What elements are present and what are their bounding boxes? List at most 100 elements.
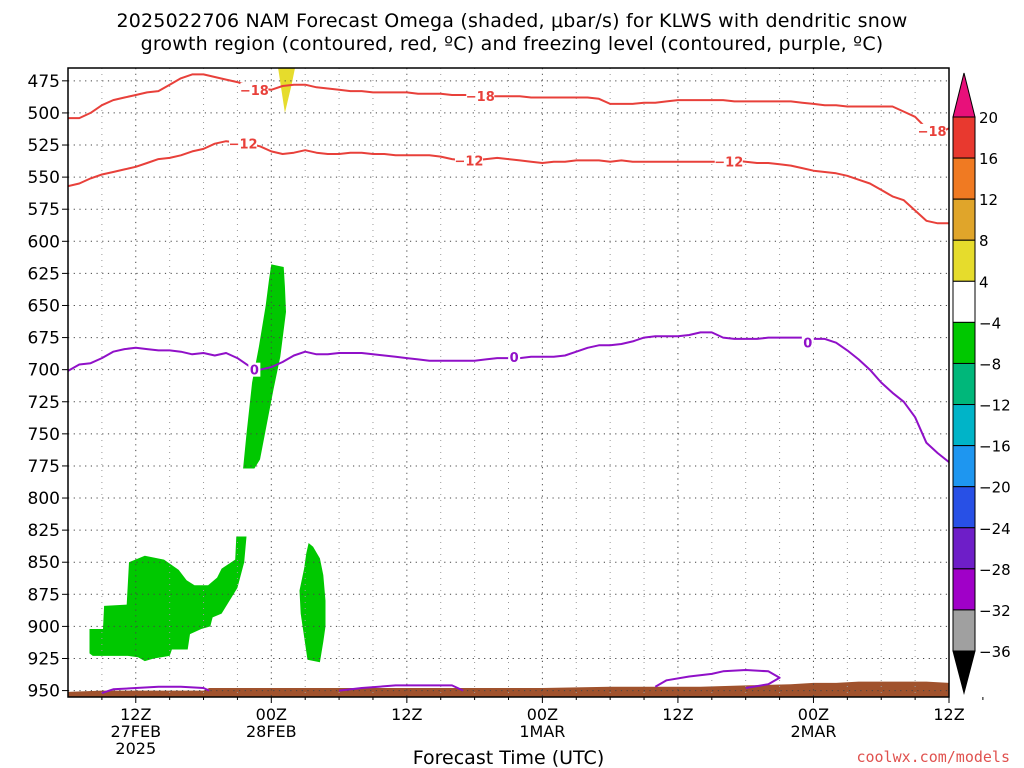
- ground-terrain: [68, 681, 949, 697]
- contour-label-bg-dgz_-12-1: [454, 153, 483, 168]
- contour-label-freezing_0-2: 0: [803, 337, 812, 352]
- colorbar-label-11: −28: [979, 561, 1011, 579]
- contour-label-dgz_-18-2: −18: [918, 125, 947, 140]
- colorbar-label-9: −20: [979, 479, 1011, 497]
- colorbar-band-9: [952, 486, 976, 529]
- contour-dgz_-12: [68, 140, 949, 225]
- contour-label-bg-dgz_-18-2: [918, 123, 947, 138]
- colorbar-bottom-arrow: [952, 650, 976, 695]
- colorbar-band-2: [952, 198, 976, 241]
- y-tick-label-500: 500: [28, 104, 60, 124]
- colorbar-label-5: −4: [979, 314, 1001, 332]
- y-tick-label-750: 750: [28, 425, 60, 445]
- y-tick-label-550: 550: [28, 168, 60, 188]
- colorbar-band-4: [952, 280, 976, 323]
- contour-label-bg-dgz_-18-0: [240, 82, 269, 97]
- shaded-omega_green_small: [299, 543, 326, 663]
- y-tick-label-525: 525: [28, 136, 60, 156]
- shaded-omega_green_column: [243, 264, 286, 469]
- colorbar-label-3: 8: [979, 232, 989, 250]
- x-tick-label-12: 12Z: [120, 705, 151, 724]
- shaded-omega_green_lowlevel: [89, 536, 247, 662]
- contour-freezing_0_ground3: [654, 669, 781, 689]
- contour-label-bg-freezing_0-0: [248, 362, 261, 377]
- colorbar-label-0: 20: [979, 109, 998, 127]
- contour-label-dgz_-18-0: −18: [240, 84, 269, 99]
- colorbar-band-3: [952, 239, 976, 282]
- y-tick-label-875: 875: [28, 585, 60, 605]
- x-tick-sublabel-24: 28FEB: [246, 722, 297, 741]
- y-tick-label-925: 925: [28, 649, 60, 669]
- contour-label-dgz_-12-1: −12: [454, 154, 483, 169]
- colorbar-top-arrow: [952, 72, 976, 118]
- y-tick-label-475: 475: [28, 72, 60, 92]
- contour-label-bg-freezing_0-1: [508, 349, 521, 364]
- y-tick-label-575: 575: [28, 200, 60, 220]
- colorbar-label-13: −36: [979, 643, 1011, 661]
- plot-area: −18 −18 −18 −12 −12 −12 0 0 0: [68, 68, 949, 697]
- y-tick-label-900: 900: [28, 617, 60, 637]
- x-tick-sublabel-48: 1MAR: [519, 722, 565, 741]
- contour-freezing_0: [68, 331, 949, 465]
- colorbar-band-1: [952, 157, 976, 200]
- colorbar: 20 16 12 8 4 −4 −8 −12 −16 −20 −24 −28 −32 −36: [952, 72, 1011, 695]
- colorbar-label-8: −16: [979, 438, 1011, 456]
- y-tick-label-700: 700: [28, 361, 60, 381]
- y-tick-label-850: 850: [28, 553, 60, 573]
- colorbar-label-12: −32: [979, 602, 1011, 620]
- y-tick-label-950: 950: [28, 682, 60, 702]
- contour-label-freezing_0-1: 0: [510, 351, 519, 366]
- chart-title-line-2: growth region (contoured, red, ºC) and f…: [140, 33, 884, 55]
- colorbar-label-2: 12: [979, 191, 998, 209]
- x-tick-label-84: 12Z: [933, 705, 964, 724]
- credit-text[interactable]: coolwx.com/models: [856, 748, 1010, 766]
- colorbar-band-5: [952, 321, 976, 364]
- colorbar-band-7: [952, 404, 976, 447]
- x-tick-label-60: 12Z: [662, 705, 693, 724]
- x-tick-label-24: 00Z: [256, 705, 287, 724]
- colorbar-label-10: −24: [979, 520, 1011, 538]
- colorbar-band-10: [952, 527, 976, 570]
- colorbar-band-0: [952, 116, 976, 159]
- contour-label-bg-dgz_-12-0: [229, 136, 258, 151]
- x-tick-label-36: 12Z: [391, 705, 422, 724]
- y-tick-label-800: 800: [28, 489, 60, 509]
- y-tick-label-625: 625: [28, 264, 60, 284]
- y-tick-label-600: 600: [28, 232, 60, 252]
- x-tick-sublabel-72: 2MAR: [790, 722, 836, 741]
- colorbar-label-6: −8: [979, 355, 1001, 373]
- y-tick-label-775: 775: [28, 457, 60, 477]
- y-tick-label-650: 650: [28, 296, 60, 316]
- y-axis: 475 500 525 550 575 600 625 650 675 700 725 750 775 8…: [28, 72, 68, 702]
- colorbar-band-6: [952, 362, 976, 406]
- x-tick-label-72: 00Z: [798, 705, 829, 724]
- x-tick-sublabel-12: 27FEB: [110, 722, 161, 741]
- x-tick-sublabel2-12: 2025: [115, 739, 156, 758]
- contour-dgz_-18: [68, 73, 949, 135]
- contour-label-dgz_-12-2: −12: [714, 156, 743, 171]
- colorbar-band-12: [952, 609, 976, 652]
- colorbar-label-4: 4: [979, 273, 989, 291]
- x-tick-label-48: 00Z: [527, 705, 558, 724]
- x-axis-title: Forecast Time (UTC): [413, 747, 604, 768]
- contour-label-bg-dgz_-12-2: [714, 154, 743, 169]
- shaded-omega_yellow_wedge: [278, 68, 295, 113]
- contour-label-bg-freezing_0-2: [801, 335, 814, 350]
- contour-label-dgz_-12-0: −12: [229, 138, 258, 153]
- colorbar-label-1: 16: [979, 150, 998, 168]
- contour-label-dgz_-18-1: −18: [466, 90, 495, 105]
- colorbar-band-8: [952, 445, 976, 488]
- contour-freezing_0_ground2: [338, 684, 464, 692]
- grid-lines: [68, 68, 949, 697]
- y-tick-label-825: 825: [28, 521, 60, 541]
- contour-label-bg-dgz_-18-1: [466, 89, 495, 104]
- y-tick-label-725: 725: [28, 393, 60, 413]
- colorbar-label-7: −12: [979, 397, 1011, 415]
- colorbar-band-11: [952, 568, 976, 611]
- chart-title-line-1: 2025022706 NAM Forecast Omega (shaded, μ…: [116, 10, 908, 32]
- contour-freezing_0_ground1: [101, 685, 210, 695]
- contour-label-freezing_0-0: 0: [250, 364, 259, 379]
- y-tick-label-675: 675: [28, 329, 60, 349]
